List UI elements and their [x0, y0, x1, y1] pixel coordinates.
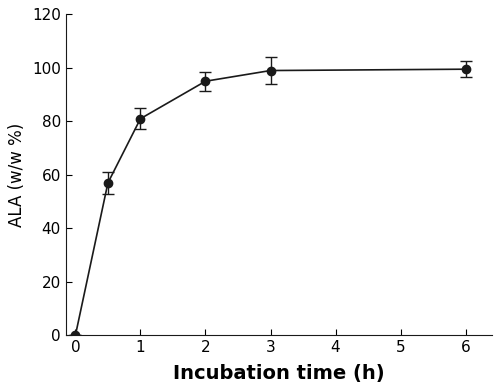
- Y-axis label: ALA (w/w %): ALA (w/w %): [8, 123, 26, 227]
- X-axis label: Incubation time (h): Incubation time (h): [173, 364, 384, 383]
